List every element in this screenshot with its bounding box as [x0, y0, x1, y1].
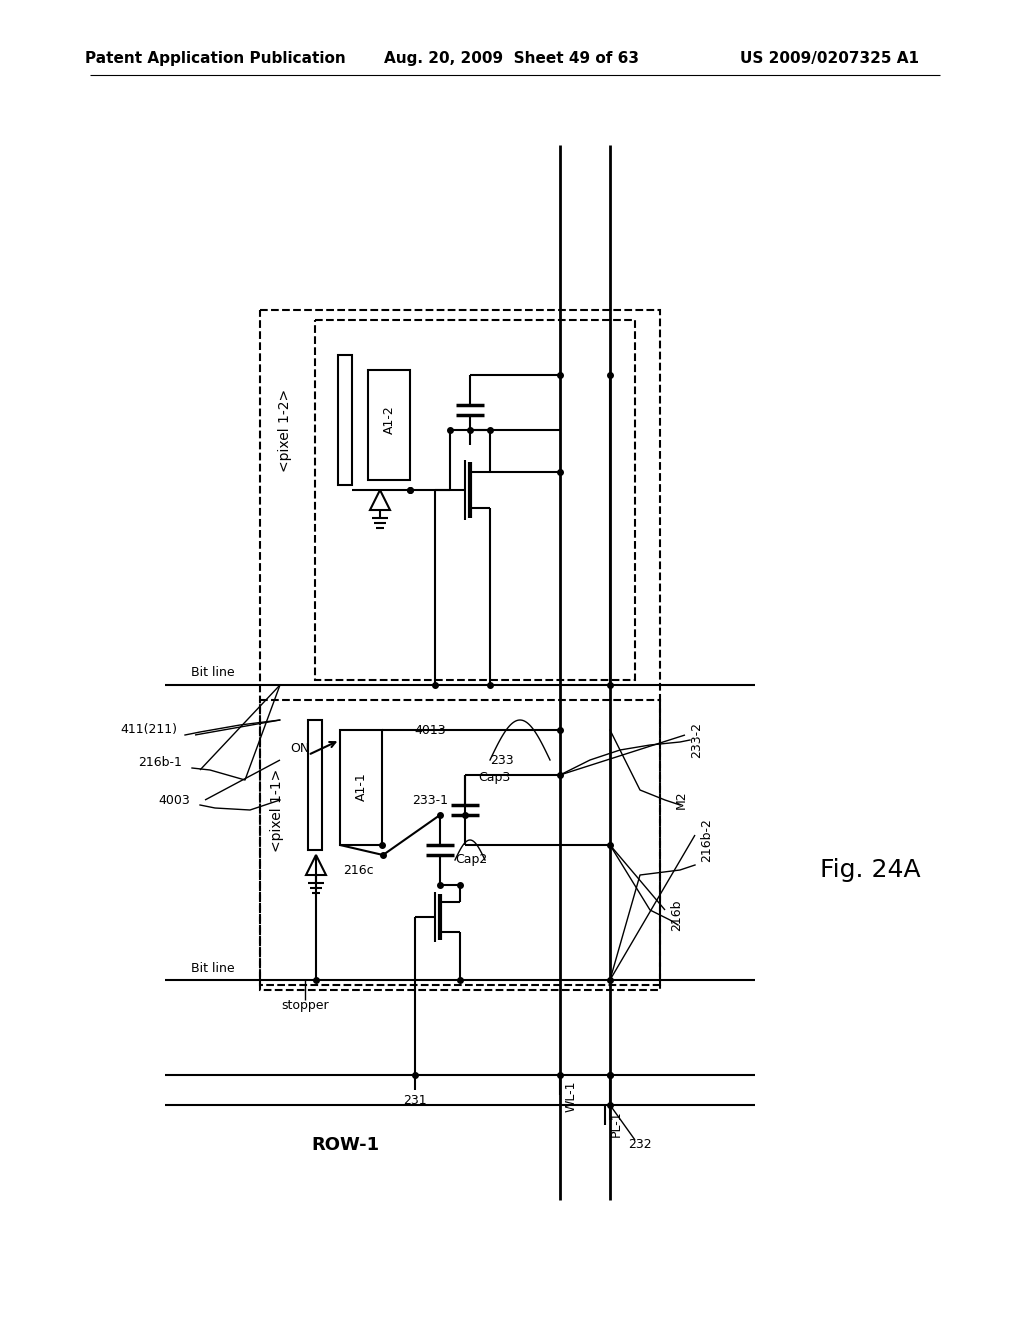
Text: Cap2: Cap2	[455, 854, 487, 866]
Text: 233-2: 233-2	[690, 722, 703, 758]
Text: M2: M2	[675, 791, 688, 809]
Text: 232: 232	[628, 1138, 652, 1151]
Text: A1-2: A1-2	[383, 405, 395, 434]
Text: 216b: 216b	[670, 899, 683, 931]
Bar	[308, 719, 322, 850]
Text: ON: ON	[291, 742, 309, 755]
Text: stopper: stopper	[282, 998, 329, 1011]
Bar	[338, 355, 352, 484]
Text: WL-1: WL-1	[565, 1080, 578, 1111]
Text: 411(211): 411(211)	[120, 723, 177, 737]
Bar	[368, 370, 410, 480]
Text: 216c: 216c	[343, 863, 374, 876]
Text: 233-1: 233-1	[412, 793, 449, 807]
Text: A1-1: A1-1	[354, 772, 368, 801]
Text: Patent Application Publication: Patent Application Publication	[85, 50, 345, 66]
Text: 4003: 4003	[159, 793, 190, 807]
Text: PL-1: PL-1	[610, 1110, 623, 1137]
Text: US 2009/0207325 A1: US 2009/0207325 A1	[740, 50, 920, 66]
Text: 231: 231	[403, 1093, 427, 1106]
Text: Bit line: Bit line	[191, 961, 234, 974]
Text: ROW-1: ROW-1	[311, 1137, 379, 1154]
Text: Cap3: Cap3	[478, 771, 510, 784]
Text: 216b-2: 216b-2	[700, 818, 713, 862]
Bar	[340, 730, 382, 845]
Text: <pixel 1-2>: <pixel 1-2>	[278, 388, 292, 471]
Text: Bit line: Bit line	[191, 667, 234, 680]
Text: Aug. 20, 2009  Sheet 49 of 63: Aug. 20, 2009 Sheet 49 of 63	[384, 50, 640, 66]
Text: 216b-1: 216b-1	[138, 756, 182, 770]
Text: <pixel 1-1>: <pixel 1-1>	[270, 768, 284, 851]
Text: Fig. 24A: Fig. 24A	[819, 858, 921, 882]
Text: 4013: 4013	[414, 723, 445, 737]
Text: 233: 233	[490, 754, 514, 767]
